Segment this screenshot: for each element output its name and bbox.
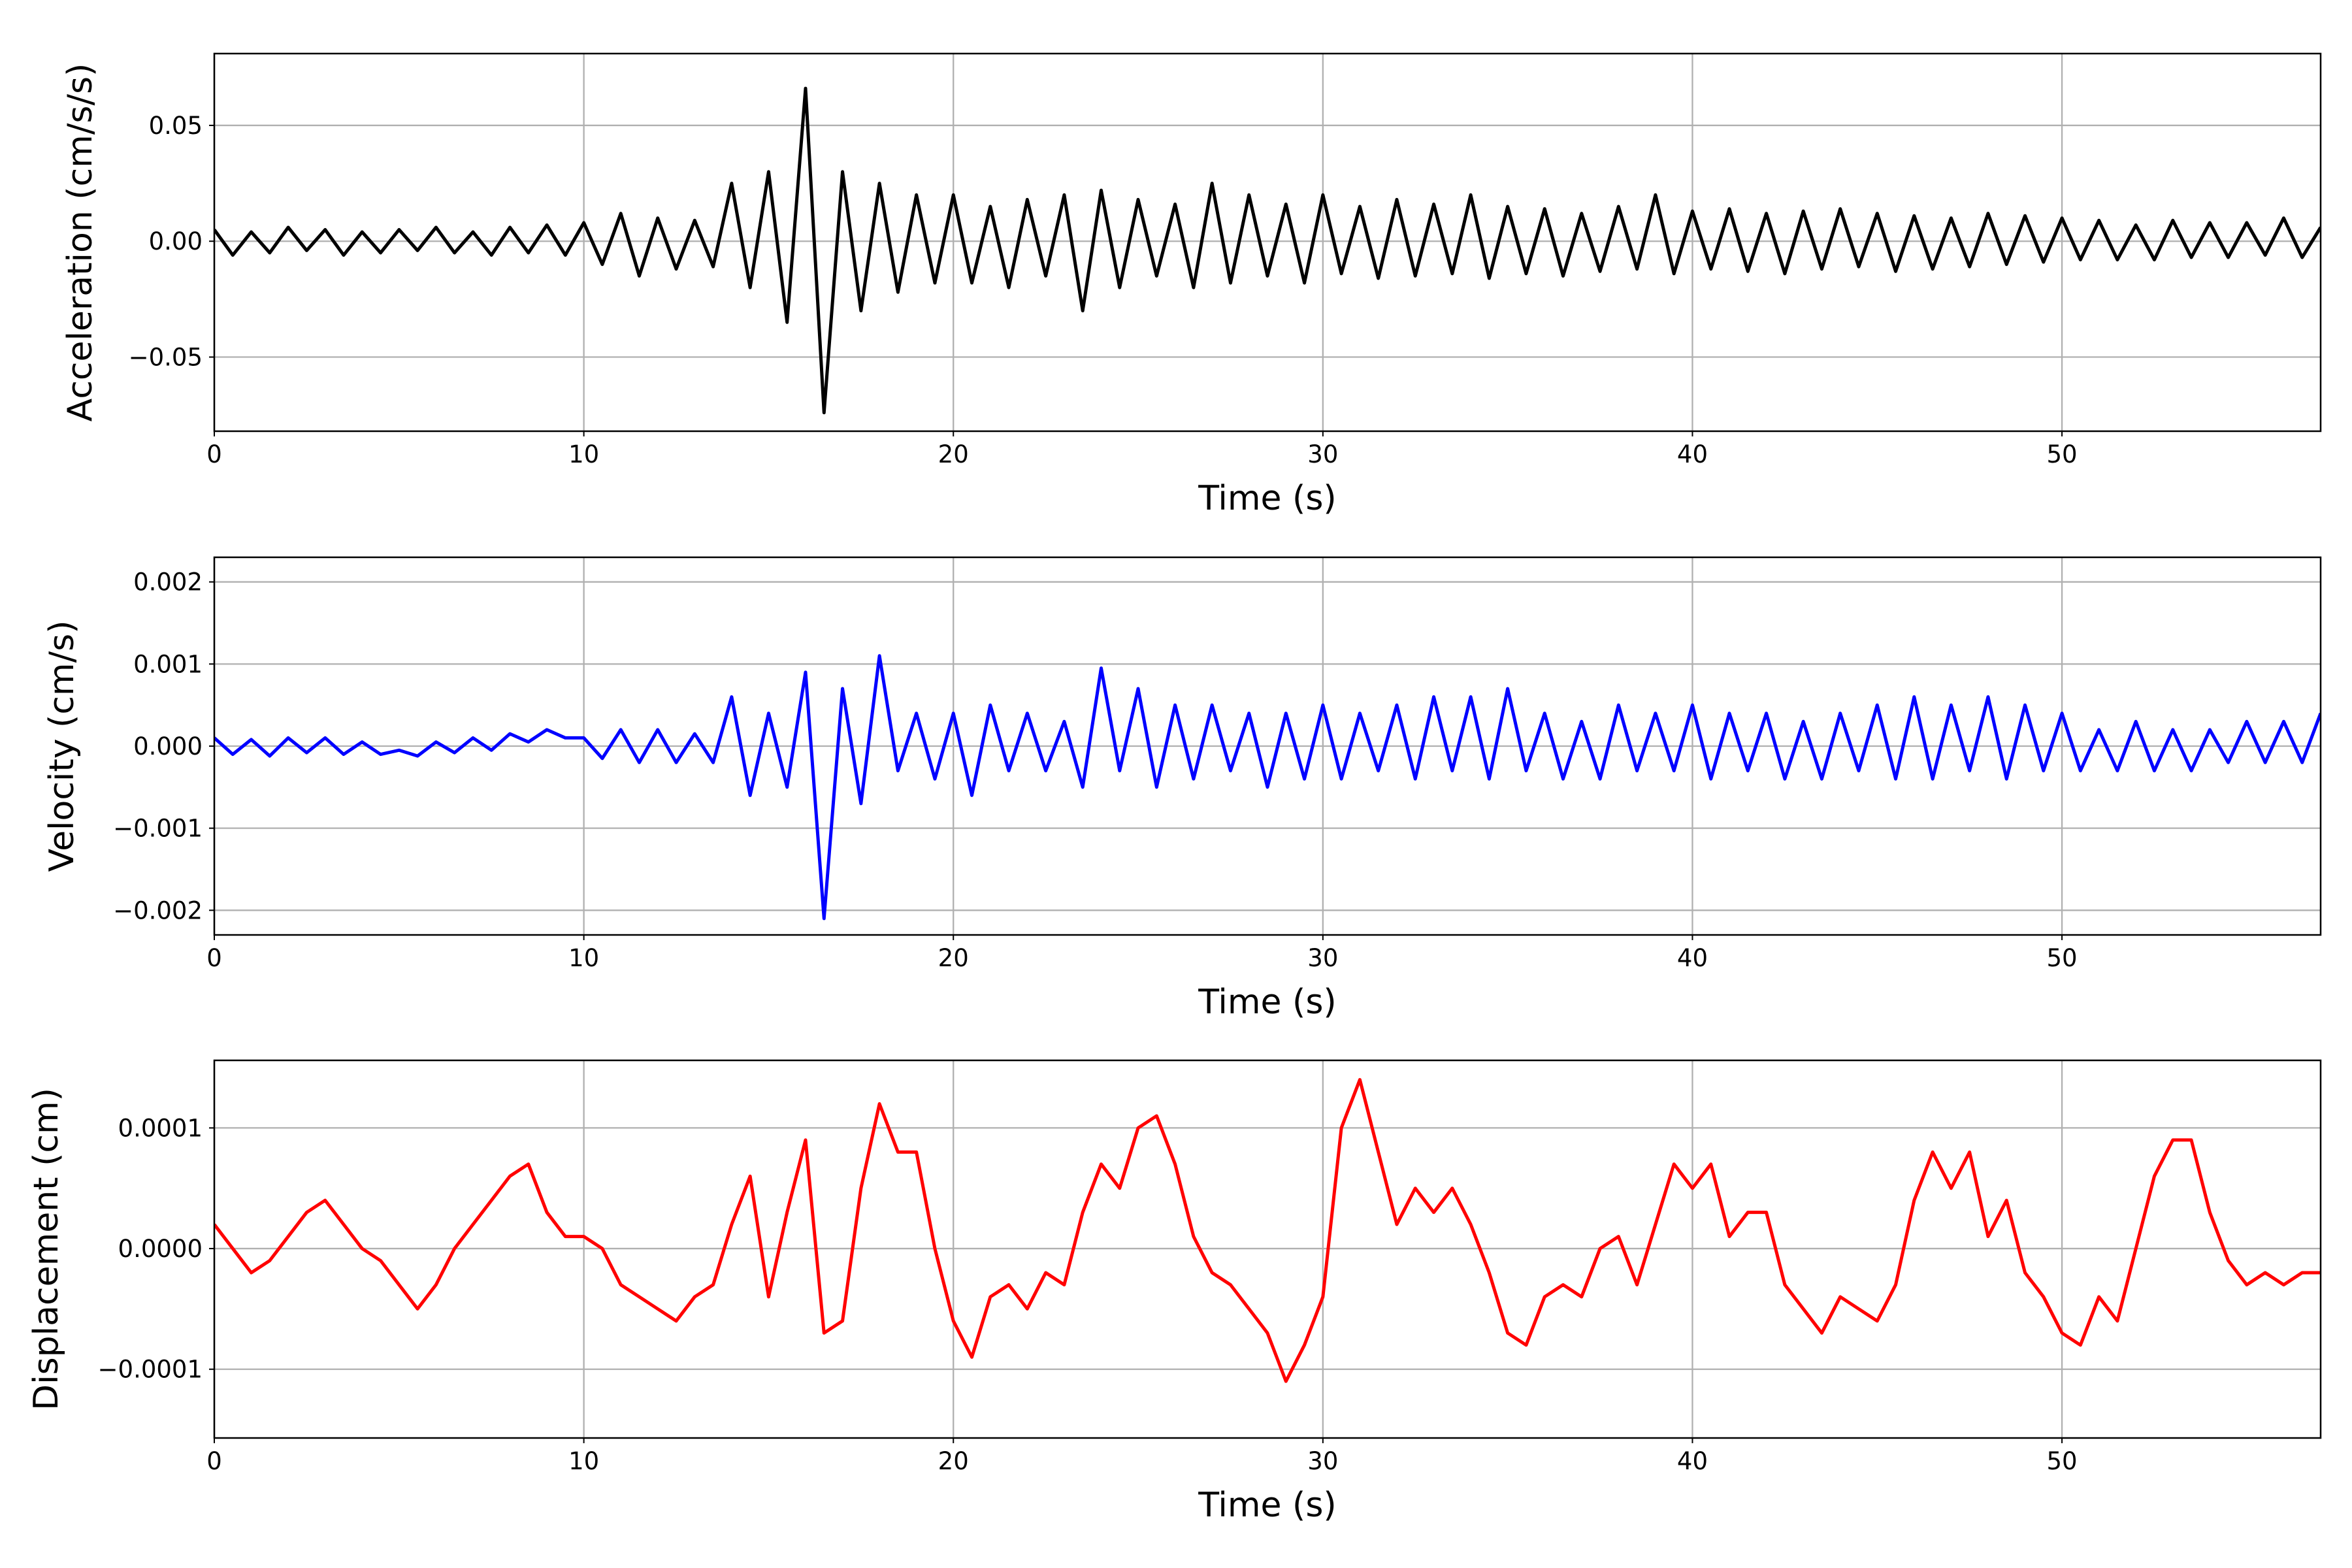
x-tick-label: 20 (938, 440, 969, 468)
x-tick-label: 20 (938, 944, 969, 972)
x-tick-label: 0 (206, 1447, 222, 1475)
x-tick-label: 10 (568, 944, 599, 972)
x-tick-label: 10 (568, 1447, 599, 1475)
x-axis-label: Time (s) (1198, 983, 1336, 1022)
y-axis-label: Displacement (cm) (27, 1088, 66, 1411)
x-tick-label: 30 (1307, 944, 1338, 972)
y-tick-label: 0.002 (133, 568, 203, 596)
x-tick-label: 40 (1677, 440, 1708, 468)
y-tick-label: 0.0000 (118, 1235, 203, 1263)
y-axis-label: Velocity (cm/s) (42, 621, 82, 872)
y-tick-label: 0.001 (133, 650, 203, 678)
y-tick-label: −0.001 (113, 815, 203, 843)
x-tick-label: 50 (2047, 944, 2078, 972)
x-axis-label: Time (s) (1198, 1486, 1336, 1525)
y-tick-label: 0.000 (133, 732, 203, 760)
x-tick-label: 40 (1677, 944, 1708, 972)
x-tick-label: 50 (2047, 1447, 2078, 1475)
x-tick-label: 0 (206, 440, 222, 468)
data-line (214, 654, 2321, 921)
axes-frame (213, 52, 2322, 433)
data-line (214, 1078, 2321, 1383)
x-tick-label: 30 (1307, 1447, 1338, 1475)
y-tick-label: 0.0001 (118, 1114, 203, 1142)
axes-frame (213, 556, 2322, 936)
y-tick-label: −0.0001 (98, 1356, 203, 1384)
x-tick-label: 30 (1307, 440, 1338, 468)
x-tick-label: 0 (206, 944, 222, 972)
y-axis-label: Acceleration (cm/s/s) (61, 63, 100, 422)
y-tick-label: −0.05 (129, 344, 203, 372)
x-tick-label: 10 (568, 440, 599, 468)
data-line (214, 86, 2321, 415)
x-tick-label: 40 (1677, 1447, 1708, 1475)
y-tick-label: 0.00 (149, 227, 203, 255)
axes-frame (213, 1059, 2322, 1439)
y-tick-label: −0.002 (113, 896, 203, 924)
x-axis-label: Time (s) (1198, 479, 1336, 518)
x-tick-label: 20 (938, 1447, 969, 1475)
y-tick-label: 0.05 (149, 112, 203, 140)
x-tick-label: 50 (2047, 440, 2078, 468)
